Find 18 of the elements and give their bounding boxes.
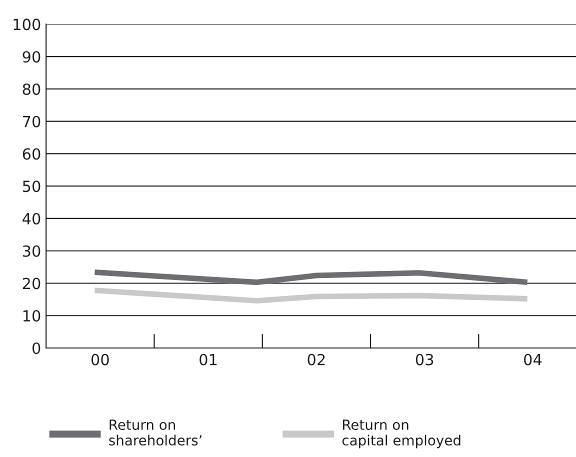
y-tick-label: 80 <box>22 83 40 95</box>
y-tick-label: 90 <box>22 51 40 63</box>
y-tick-label: 20 <box>22 278 40 290</box>
y-tick-label: 60 <box>22 148 40 160</box>
x-tick-label: 01 <box>200 354 217 366</box>
legend-label: Return on shareholders’ <box>109 420 202 446</box>
y-tick-label: 70 <box>23 116 40 128</box>
y-tick-label: 30 <box>22 245 40 257</box>
y-tick-label: 100 <box>14 18 40 30</box>
x-tick-label: 04 <box>524 354 542 366</box>
x-tick-label: 00 <box>91 354 109 366</box>
x-tick-label: 03 <box>416 354 434 366</box>
legend-label: Return on capital employed <box>342 420 460 448</box>
y-tick-label: 40 <box>22 212 40 225</box>
y-tick-label: 0 <box>32 342 40 354</box>
y-tick-label: 50 <box>22 180 40 192</box>
y-tick-label: 10 <box>23 310 40 322</box>
x-tick-label: 02 <box>308 354 325 366</box>
